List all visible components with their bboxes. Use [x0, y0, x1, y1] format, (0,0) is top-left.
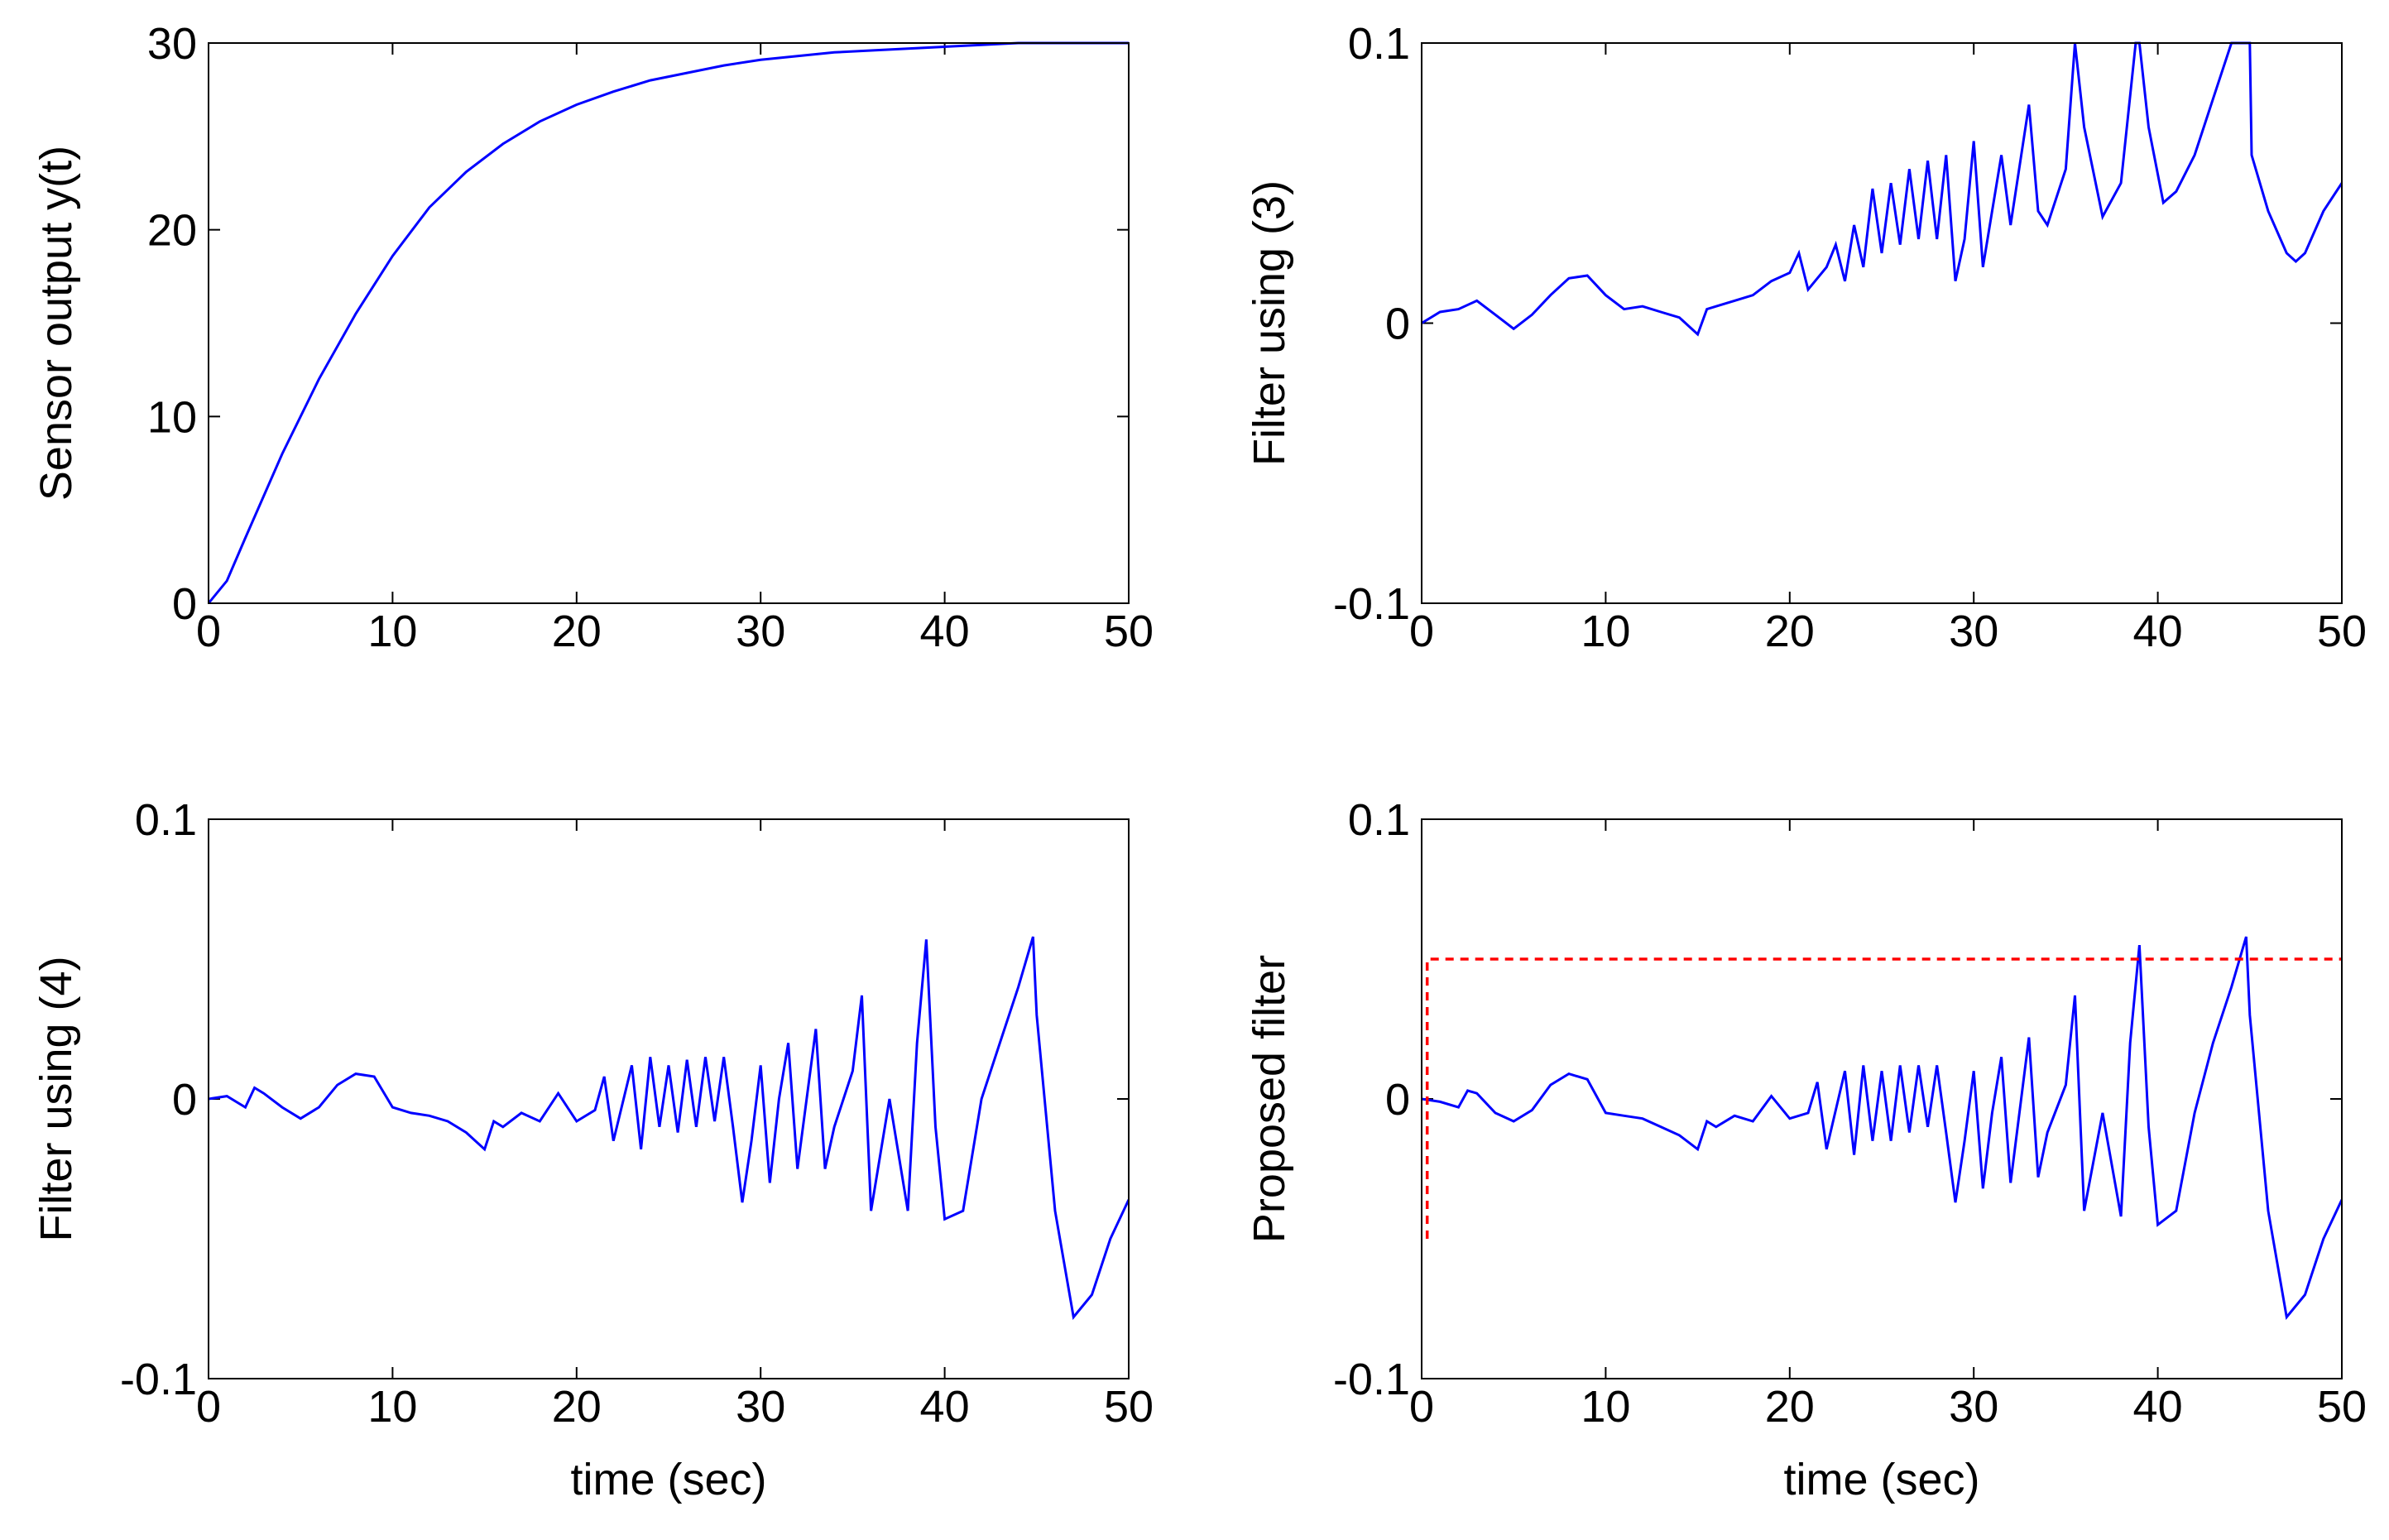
axes-box — [208, 42, 1130, 604]
data-line — [209, 936, 1129, 1321]
y-tick-label: -0.1 — [120, 1355, 197, 1404]
plot-area — [209, 43, 1129, 603]
x-tick-label: 50 — [2317, 607, 2367, 656]
y-tick-label: -0.1 — [1333, 579, 1410, 629]
x-tick-label: 0 — [1409, 1382, 1434, 1432]
x-tick-label: 20 — [1765, 1382, 1815, 1432]
subplot: 0 10 20 30 40 50 0 10 20 30 Sensor output y(t) — [31, 19, 1154, 656]
x-tick-label: 50 — [2317, 1382, 2367, 1432]
y-tick-label: 0 — [172, 1075, 197, 1125]
data-line — [1425, 957, 2342, 1239]
y-tick-label: -0.1 — [1333, 1355, 1410, 1404]
x-axis-label: time (sec) — [1783, 1455, 1979, 1504]
x-tick-label: 10 — [1581, 1382, 1630, 1432]
x-tick-label: 20 — [1765, 607, 1815, 656]
x-tick-label: 0 — [1409, 607, 1434, 656]
y-tick-label: 20 — [147, 206, 197, 256]
x-tick-label: 30 — [1949, 607, 1998, 656]
x-tick-label: 40 — [920, 607, 970, 656]
y-tick-label: 0.1 — [1348, 19, 1410, 69]
data-line — [209, 41, 1129, 604]
y-axis-label: Filter using (4) — [31, 956, 81, 1241]
y-axis-label: Filter using (3) — [1245, 180, 1294, 466]
y-tick-label: 0 — [1385, 300, 1410, 349]
axes-box — [208, 818, 1130, 1379]
y-tick-label: 0.1 — [135, 795, 197, 845]
x-axis-label: time (sec) — [570, 1455, 766, 1504]
y-tick-label: 0 — [172, 579, 197, 629]
x-tick-label: 40 — [2133, 607, 2183, 656]
axes-box — [1421, 818, 2343, 1379]
plot-area — [1422, 819, 2342, 1379]
y-tick-label: 0.1 — [1348, 795, 1410, 845]
y-axis-label: Proposed filter — [1245, 955, 1294, 1243]
axes-box — [1421, 42, 2343, 604]
data-line — [1422, 41, 2342, 337]
data-line — [1422, 936, 2342, 1321]
x-tick-label: 10 — [367, 1382, 417, 1432]
y-tick-label: 0 — [1385, 1075, 1410, 1125]
x-tick-label: 50 — [1104, 1382, 1154, 1432]
y-tick-label: 30 — [147, 19, 197, 69]
x-tick-label: 30 — [1949, 1382, 1998, 1432]
x-tick-label: 10 — [1581, 607, 1630, 656]
x-tick-label: 20 — [552, 1382, 602, 1432]
x-tick-label: 30 — [736, 1382, 785, 1432]
x-tick-label: 0 — [196, 607, 221, 656]
x-tick-label: 40 — [920, 1382, 970, 1432]
y-axis-label: Sensor output y(t) — [31, 146, 81, 501]
x-tick-label: 20 — [552, 607, 602, 656]
x-tick-label: 10 — [367, 607, 417, 656]
plot-area — [1422, 43, 2342, 603]
y-tick-label: 10 — [147, 392, 197, 442]
x-tick-label: 50 — [1104, 607, 1154, 656]
x-tick-label: 0 — [196, 1382, 221, 1432]
x-tick-label: 30 — [736, 607, 785, 656]
x-tick-label: 40 — [2133, 1382, 2183, 1432]
plot-area — [209, 819, 1129, 1379]
